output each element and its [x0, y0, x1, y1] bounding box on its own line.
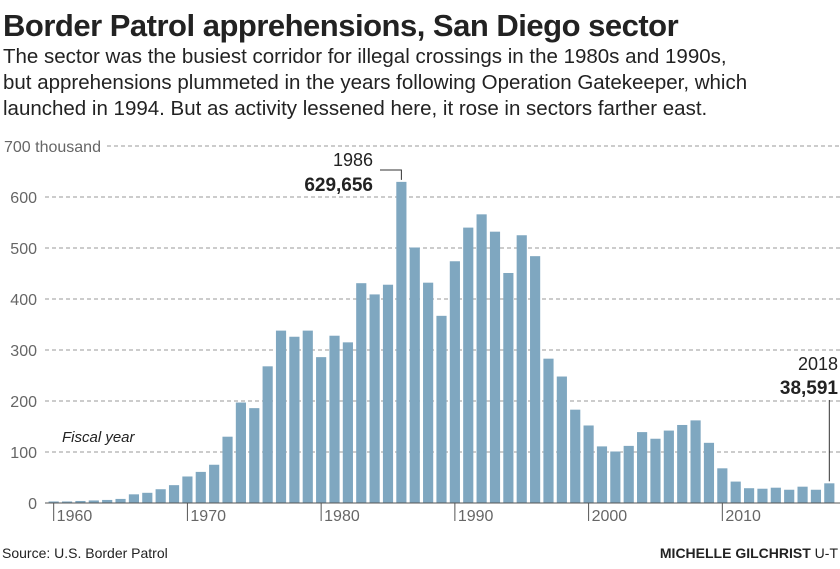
bar	[530, 256, 541, 503]
annotation: 1986	[333, 150, 373, 170]
bar	[75, 500, 86, 503]
y-tick-label: 400	[10, 292, 37, 309]
bar	[784, 489, 795, 503]
bar	[155, 489, 166, 503]
bar	[637, 432, 648, 503]
bar	[757, 488, 768, 503]
bar	[690, 420, 701, 503]
y-tick-label: 600	[10, 190, 37, 207]
x-tick-label: 1990	[458, 508, 494, 525]
bar	[570, 409, 581, 503]
bar	[48, 501, 59, 503]
data-label: 629,656	[304, 175, 373, 196]
bar	[556, 376, 567, 503]
bar	[489, 231, 501, 503]
bar	[463, 227, 474, 503]
bar	[717, 468, 728, 503]
bar	[182, 476, 193, 503]
bar	[249, 408, 260, 503]
bar	[409, 247, 420, 503]
annotation: 2018	[798, 354, 838, 374]
source: Source: U.S. Border Patrol	[2, 545, 168, 561]
bar	[743, 488, 755, 503]
bar	[449, 261, 460, 503]
bar	[222, 436, 233, 503]
x-tick-label: 2010	[725, 508, 761, 525]
bar	[770, 487, 781, 503]
chart-title: Border Patrol apprehensions, San Diego s…	[3, 8, 679, 43]
leader-line	[380, 169, 402, 180]
bar	[115, 498, 126, 503]
bar	[583, 425, 594, 503]
bar	[436, 315, 447, 503]
x-tick-label: 2000	[592, 508, 628, 525]
bar	[396, 181, 407, 504]
bar	[88, 500, 99, 503]
bar	[663, 430, 674, 503]
bar	[503, 272, 514, 503]
bar	[302, 330, 313, 503]
x-tick-label: 1970	[190, 508, 226, 525]
bar	[61, 501, 73, 503]
bar	[235, 402, 246, 503]
bar	[262, 366, 273, 503]
y-tick-label: 700 thousand	[4, 139, 101, 156]
y-tick-label: 200	[10, 394, 37, 411]
x-axis-label: Fiscal year	[62, 429, 136, 446]
bar	[730, 481, 741, 503]
credit-org: U-T	[815, 545, 839, 561]
bar	[275, 330, 287, 503]
bar	[329, 335, 340, 503]
y-tick-label: 500	[10, 241, 37, 258]
subtitle: launched in 1994. But as activity lessen…	[3, 97, 707, 120]
y-tick-label: 0	[28, 496, 37, 513]
bar	[289, 336, 300, 503]
subtitle: but apprehensions plummeted in the years…	[3, 71, 747, 94]
bar	[703, 442, 715, 503]
x-tick-label: 1960	[57, 508, 93, 525]
bar	[516, 235, 527, 503]
bar	[810, 489, 822, 503]
data-label: 38,591	[780, 378, 839, 399]
bar	[423, 282, 434, 503]
y-tick-label: 100	[10, 445, 37, 462]
x-tick-label: 1980	[324, 508, 360, 525]
subtitle: The sector was the busiest corridor for …	[3, 45, 727, 68]
bar	[797, 486, 808, 503]
bar	[623, 445, 634, 503]
bar	[369, 294, 380, 503]
y-tick-label: 300	[10, 343, 37, 360]
bar	[824, 483, 835, 503]
bar	[356, 283, 367, 503]
bar	[476, 214, 487, 503]
credit-name: MICHELLE GILCHRIST	[660, 545, 811, 561]
bar	[596, 446, 608, 503]
bar	[382, 284, 394, 503]
bar	[209, 464, 220, 503]
bar	[677, 424, 688, 503]
bar	[102, 499, 113, 503]
bar	[128, 494, 140, 503]
bar	[342, 342, 353, 503]
bar	[543, 358, 554, 503]
bar	[316, 357, 327, 503]
bar	[610, 451, 621, 503]
bar	[650, 438, 661, 503]
credit: MICHELLE GILCHRIST U-T	[660, 545, 839, 561]
bar	[168, 485, 180, 503]
bar	[142, 492, 153, 503]
bar	[195, 471, 206, 503]
